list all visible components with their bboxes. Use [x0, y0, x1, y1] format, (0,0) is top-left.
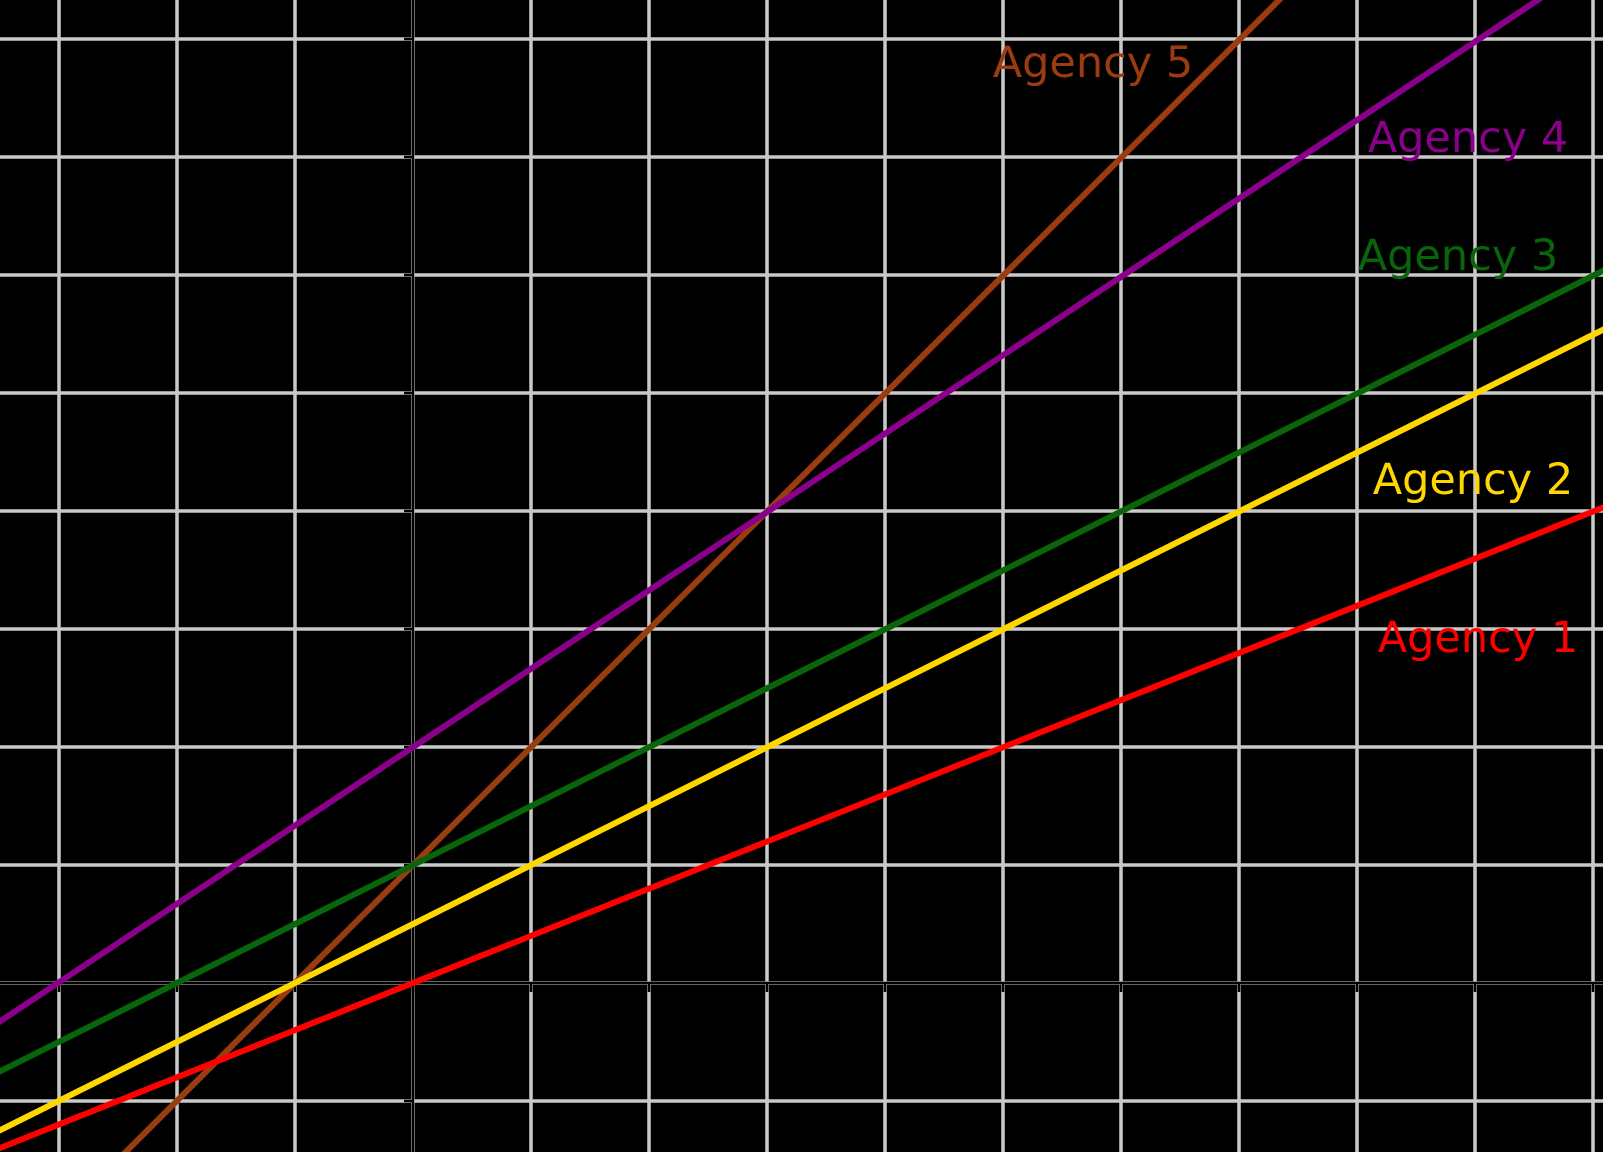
series-label-agency-3: Agency 3	[1358, 231, 1559, 281]
series-label-agency-4: Agency 4	[1368, 113, 1569, 163]
series-label-agency-2: Agency 2	[1373, 455, 1574, 505]
series-line-agency-2	[0, 326, 1603, 1134]
series-line-agency-4	[0, 0, 1544, 1026]
series-label-agency-5: Agency 5	[993, 38, 1194, 88]
series-line-agency-3	[0, 267, 1603, 1075]
series-line-agency-1	[0, 504, 1603, 1152]
series-label-agency-1: Agency 1	[1378, 613, 1579, 663]
